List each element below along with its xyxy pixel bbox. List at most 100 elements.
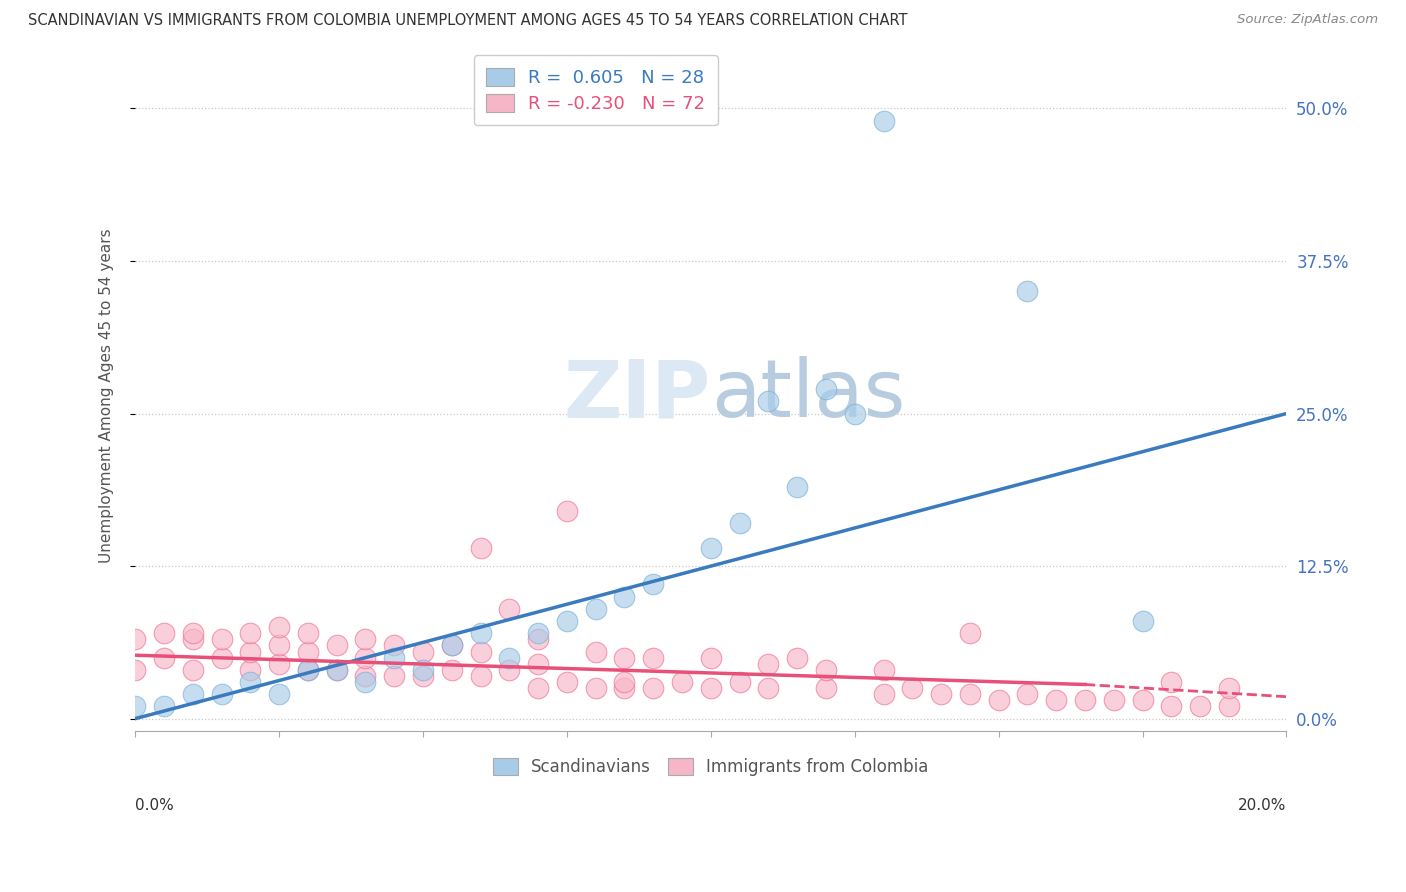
Point	[1102, 693, 1125, 707]
Point	[1218, 681, 1240, 695]
Point	[297, 644, 319, 658]
Point	[1045, 693, 1067, 707]
Point	[382, 650, 405, 665]
Point	[929, 687, 952, 701]
Point	[527, 681, 550, 695]
Point	[814, 382, 837, 396]
Point	[181, 663, 204, 677]
Point	[470, 644, 492, 658]
Point	[555, 504, 578, 518]
Text: Source: ZipAtlas.com: Source: ZipAtlas.com	[1237, 13, 1378, 27]
Point	[585, 602, 607, 616]
Point	[382, 669, 405, 683]
Point	[440, 639, 463, 653]
Point	[527, 626, 550, 640]
Point	[325, 639, 347, 653]
Point	[728, 675, 751, 690]
Point	[239, 626, 262, 640]
Point	[153, 626, 176, 640]
Text: atlas: atlas	[711, 356, 905, 434]
Point	[498, 602, 520, 616]
Point	[987, 693, 1010, 707]
Point	[181, 626, 204, 640]
Point	[325, 663, 347, 677]
Point	[1160, 675, 1182, 690]
Point	[412, 663, 434, 677]
Point	[498, 663, 520, 677]
Point	[1218, 699, 1240, 714]
Point	[758, 681, 780, 695]
Point	[643, 681, 665, 695]
Point	[527, 657, 550, 671]
Point	[153, 699, 176, 714]
Point	[470, 669, 492, 683]
Point	[872, 663, 894, 677]
Point	[814, 681, 837, 695]
Point	[239, 675, 262, 690]
Point	[555, 675, 578, 690]
Point	[613, 675, 636, 690]
Point	[671, 675, 693, 690]
Point	[585, 644, 607, 658]
Point	[1189, 699, 1212, 714]
Point	[412, 644, 434, 658]
Point	[181, 687, 204, 701]
Point	[297, 663, 319, 677]
Point	[211, 687, 233, 701]
Point	[959, 687, 981, 701]
Point	[700, 681, 723, 695]
Point	[613, 590, 636, 604]
Point	[786, 480, 808, 494]
Point	[470, 541, 492, 555]
Point	[1132, 614, 1154, 628]
Y-axis label: Unemployment Among Ages 45 to 54 years: Unemployment Among Ages 45 to 54 years	[100, 228, 114, 563]
Point	[470, 626, 492, 640]
Point	[786, 650, 808, 665]
Point	[1074, 693, 1097, 707]
Point	[297, 626, 319, 640]
Text: ZIP: ZIP	[564, 356, 711, 434]
Point	[872, 113, 894, 128]
Point	[354, 675, 377, 690]
Point	[555, 614, 578, 628]
Point	[643, 577, 665, 591]
Point	[1017, 285, 1039, 299]
Point	[440, 639, 463, 653]
Point	[239, 644, 262, 658]
Point	[382, 639, 405, 653]
Point	[124, 663, 146, 677]
Text: 20.0%: 20.0%	[1239, 798, 1286, 813]
Point	[728, 516, 751, 531]
Point	[758, 394, 780, 409]
Point	[354, 669, 377, 683]
Point	[1160, 699, 1182, 714]
Point	[613, 650, 636, 665]
Point	[1132, 693, 1154, 707]
Point	[211, 650, 233, 665]
Point	[153, 650, 176, 665]
Point	[758, 657, 780, 671]
Point	[269, 620, 291, 634]
Point	[700, 541, 723, 555]
Text: 0.0%: 0.0%	[135, 798, 174, 813]
Text: SCANDINAVIAN VS IMMIGRANTS FROM COLOMBIA UNEMPLOYMENT AMONG AGES 45 TO 54 YEARS : SCANDINAVIAN VS IMMIGRANTS FROM COLOMBIA…	[28, 13, 908, 29]
Point	[585, 681, 607, 695]
Point	[239, 663, 262, 677]
Point	[901, 681, 924, 695]
Point	[613, 681, 636, 695]
Point	[124, 632, 146, 647]
Point	[124, 699, 146, 714]
Point	[181, 632, 204, 647]
Point	[269, 639, 291, 653]
Point	[872, 687, 894, 701]
Point	[643, 650, 665, 665]
Point	[440, 663, 463, 677]
Point	[354, 650, 377, 665]
Point	[325, 663, 347, 677]
Point	[527, 632, 550, 647]
Point	[354, 632, 377, 647]
Point	[498, 650, 520, 665]
Point	[814, 663, 837, 677]
Point	[1017, 687, 1039, 701]
Legend: Scandinavians, Immigrants from Colombia: Scandinavians, Immigrants from Colombia	[486, 751, 935, 783]
